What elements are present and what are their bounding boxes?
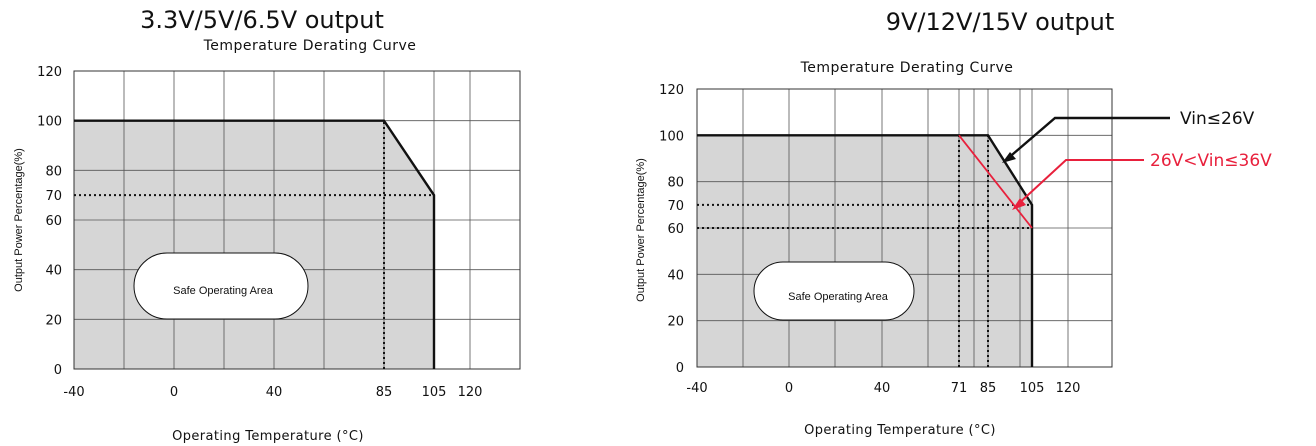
x-tick-label: 0	[170, 385, 178, 400]
safe-area-label: Safe Operating Area	[788, 291, 889, 303]
x-tick-label: 85	[980, 381, 997, 396]
x-tick-label: 120	[458, 385, 483, 400]
x-tick-label: 0	[785, 381, 793, 396]
y-tick-label: 20	[45, 313, 62, 328]
safe-area-callout	[133, 252, 309, 320]
y-axis-label: Output Power Percentage(%)	[635, 158, 647, 302]
x-tick-label: -40	[63, 385, 84, 400]
y-tick-label: 60	[667, 222, 684, 237]
y-tick-label: 120	[659, 83, 684, 98]
y-tick-label: 0	[676, 361, 684, 376]
chart-heading: 9V/12V/15V output	[886, 8, 1115, 36]
safe-area-fill	[74, 120, 434, 370]
annotation-label-2: 26V<Vin≤36V	[1150, 151, 1272, 171]
x-tick-label: 85	[376, 385, 393, 400]
annotations: Vin≤26V 26V<Vin≤36V	[1002, 109, 1272, 210]
x-tick-label: 71	[951, 381, 968, 396]
x-tick-label: 40	[266, 385, 283, 400]
annotation-leader-1	[1005, 116, 1170, 161]
y-tick-label: 80	[667, 176, 684, 191]
x-tick-label: 120	[1056, 381, 1081, 396]
y-tick-label: 40	[667, 268, 684, 283]
plot-frame	[73, 70, 521, 370]
annotation-arrowhead-1	[1002, 152, 1016, 163]
x-axis-label: Operating Temperature (°C)	[172, 429, 364, 444]
series-line-1	[74, 119, 436, 369]
annotation-label-1: Vin≤26V	[1180, 109, 1255, 129]
safe-area-fill	[697, 135, 1032, 367]
chart-title: Temperature Derating Curve	[800, 60, 1014, 76]
y-tick-label: 70	[45, 189, 62, 204]
y-tick-label: 120	[37, 65, 62, 80]
chart-title: Temperature Derating Curve	[203, 38, 417, 54]
y-tick-label: 0	[54, 363, 62, 378]
y-tick-label: 70	[667, 199, 684, 214]
x-tick-label: 40	[874, 381, 891, 396]
y-tick-label: 100	[37, 115, 62, 130]
safe-area-callout	[753, 261, 915, 321]
series-line-2	[958, 134, 1033, 229]
x-tick-label: -40	[686, 381, 707, 396]
y-tick-label: 60	[45, 214, 62, 229]
annotation-arrowhead-2	[1012, 198, 1026, 210]
y-axis-label: Output Power Percentage(%)	[13, 148, 25, 292]
y-tick-label: 80	[45, 164, 62, 179]
y-tick-label: 100	[659, 129, 684, 144]
x-tick-label: 105	[1020, 381, 1045, 396]
y-tick-label: 20	[667, 315, 684, 330]
chart-heading: 3.3V/5V/6.5V output	[140, 6, 384, 34]
y-tick-label: 40	[45, 264, 62, 279]
x-axis-label: Operating Temperature (°C)	[804, 423, 996, 438]
x-tick-label: 105	[422, 385, 447, 400]
annotation-leader-2	[1015, 159, 1144, 207]
series-line-1	[697, 134, 1034, 367]
safe-area-label: Safe Operating Area	[173, 285, 274, 297]
